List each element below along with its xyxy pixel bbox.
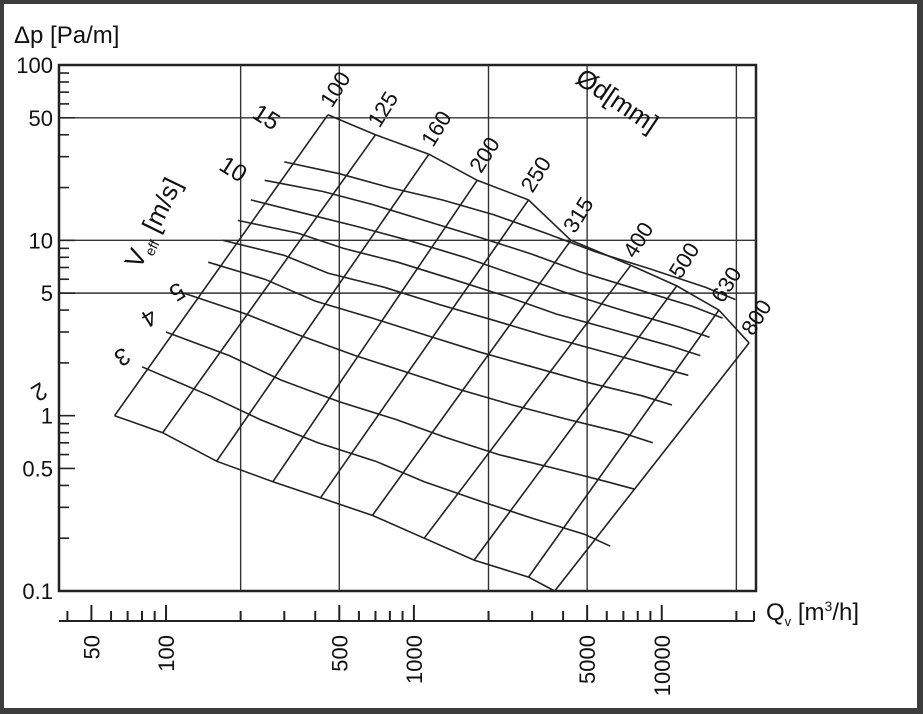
diameter-line-400 (423, 264, 632, 539)
chart-panel: Δp [Pa/m] 0.1 0.5 1 5 10 50 100 50 100 500 1000 50… (4, 4, 917, 708)
velocity-line-15 (284, 161, 736, 301)
diameter-line-630 (527, 309, 720, 578)
velocity-line-3 (141, 366, 611, 547)
velocity-label: 5 (164, 276, 190, 306)
x-axis-title: Qv [m3/h] (766, 598, 859, 629)
grid (59, 65, 756, 591)
x-tick-label: 1000 (402, 635, 427, 684)
velocity-line-2 (114, 414, 556, 592)
velocity-line-8 (237, 219, 701, 357)
y-tick-label: 50 (29, 106, 53, 131)
velocity-title-sub: eff (141, 237, 162, 258)
y-axis-title: Δp [Pa/m] (14, 22, 119, 49)
diameter-line-100 (113, 114, 329, 417)
diameter-label: 160 (416, 106, 457, 150)
y-ticks (59, 72, 75, 592)
diameter-label: 315 (558, 193, 599, 237)
x-tick-label: 50 (79, 635, 104, 659)
x-tick-labels: 50 100 500 1000 5000 10000 (79, 635, 674, 696)
x-axis-unit-post: /h] (832, 599, 859, 626)
plot-area (57, 63, 758, 593)
x-tick-label: 500 (327, 635, 352, 672)
diameter-label: 400 (618, 218, 659, 262)
y-tick-label: 0.5 (22, 456, 53, 481)
y-tick-label: 1 (41, 404, 53, 429)
velocity-line-top (327, 114, 750, 344)
x-tick-label: 10000 (650, 635, 675, 696)
diameter-title: Ød[mm] (571, 62, 664, 139)
y-tick-label: 10 (29, 228, 53, 253)
y-tick-label: 5 (41, 281, 53, 306)
velocity-label: 2 (26, 376, 52, 406)
x-axis-unit-sup: 3 (825, 598, 833, 614)
velocity-line-4 (165, 331, 636, 491)
diameter-line-200 (272, 179, 478, 483)
velocity-label: 3 (109, 341, 135, 371)
velocity-line-12 (264, 179, 723, 319)
x-tick-label: 5000 (575, 635, 600, 684)
diameter-line-800 (554, 342, 750, 592)
velocity-line-6 (207, 261, 673, 406)
diameter-line-160 (215, 153, 430, 462)
diameter-label: 630 (706, 262, 747, 306)
y-tick-labels: 0.1 0.5 1 5 10 50 100 (16, 53, 53, 604)
x-axis-title-main: Q (766, 599, 785, 626)
diameter-label: 250 (516, 152, 557, 196)
velocity-line-5 (183, 292, 654, 444)
diameter-label: 100 (315, 67, 356, 111)
diameter-label: 800 (736, 295, 777, 339)
velocity-label: 10 (214, 151, 251, 188)
velocity-line-7 (222, 239, 689, 377)
diameter-label: 125 (363, 87, 404, 131)
diameter-line-125 (162, 134, 377, 434)
velocity-label: 4 (136, 302, 162, 332)
y-tick-label: 100 (16, 53, 53, 78)
diameter-line-315 (371, 239, 572, 516)
x-tick-label: 100 (154, 635, 179, 672)
velocity-title-unit: [m/s] (136, 173, 188, 237)
velocity-label: 15 (247, 99, 284, 136)
diagram-net (113, 114, 750, 592)
diameter-line-500 (473, 285, 678, 561)
velocity-title: Veff [m/s] (118, 173, 190, 274)
x-axis (59, 605, 755, 622)
diameter-line-250 (319, 199, 530, 499)
x-axis-unit-pre: [m (798, 599, 825, 626)
x-axis-title-sub: v (785, 614, 792, 629)
velocity-line-10 (250, 199, 710, 339)
y-tick-label: 0.1 (22, 579, 53, 604)
diameter-label: 200 (464, 133, 505, 177)
